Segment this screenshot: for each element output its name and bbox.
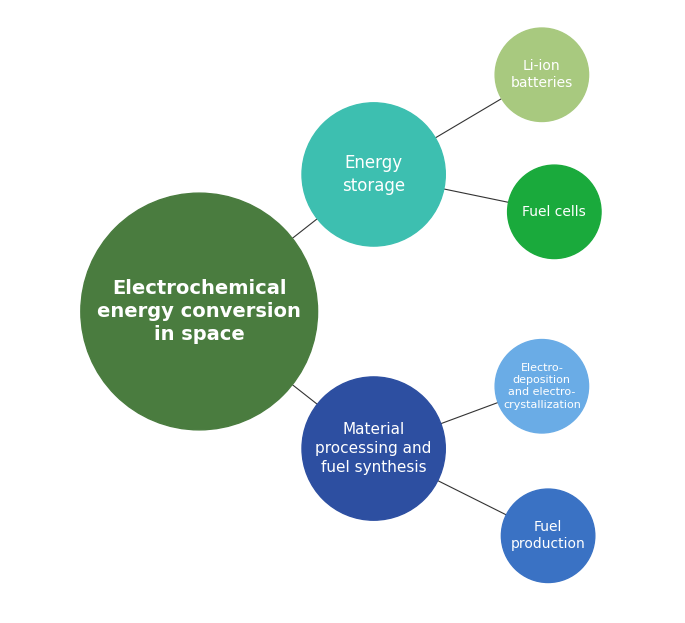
Circle shape [495,340,588,433]
Circle shape [508,165,601,259]
Circle shape [495,28,588,121]
Circle shape [302,103,445,246]
Circle shape [81,193,318,430]
Text: Li-ion
batteries: Li-ion batteries [511,59,573,90]
Text: Fuel cells: Fuel cells [523,205,586,219]
Text: Energy
storage: Energy storage [342,155,406,194]
Circle shape [501,489,595,583]
Text: Material
processing and
fuel synthesis: Material processing and fuel synthesis [316,422,432,475]
Circle shape [302,377,445,520]
Text: Electro-
deposition
and electro-
crystallization: Electro- deposition and electro- crystal… [503,363,581,410]
Text: Electrochemical
energy conversion
in space: Electrochemical energy conversion in spa… [97,278,301,345]
Text: Fuel
production: Fuel production [511,520,586,551]
